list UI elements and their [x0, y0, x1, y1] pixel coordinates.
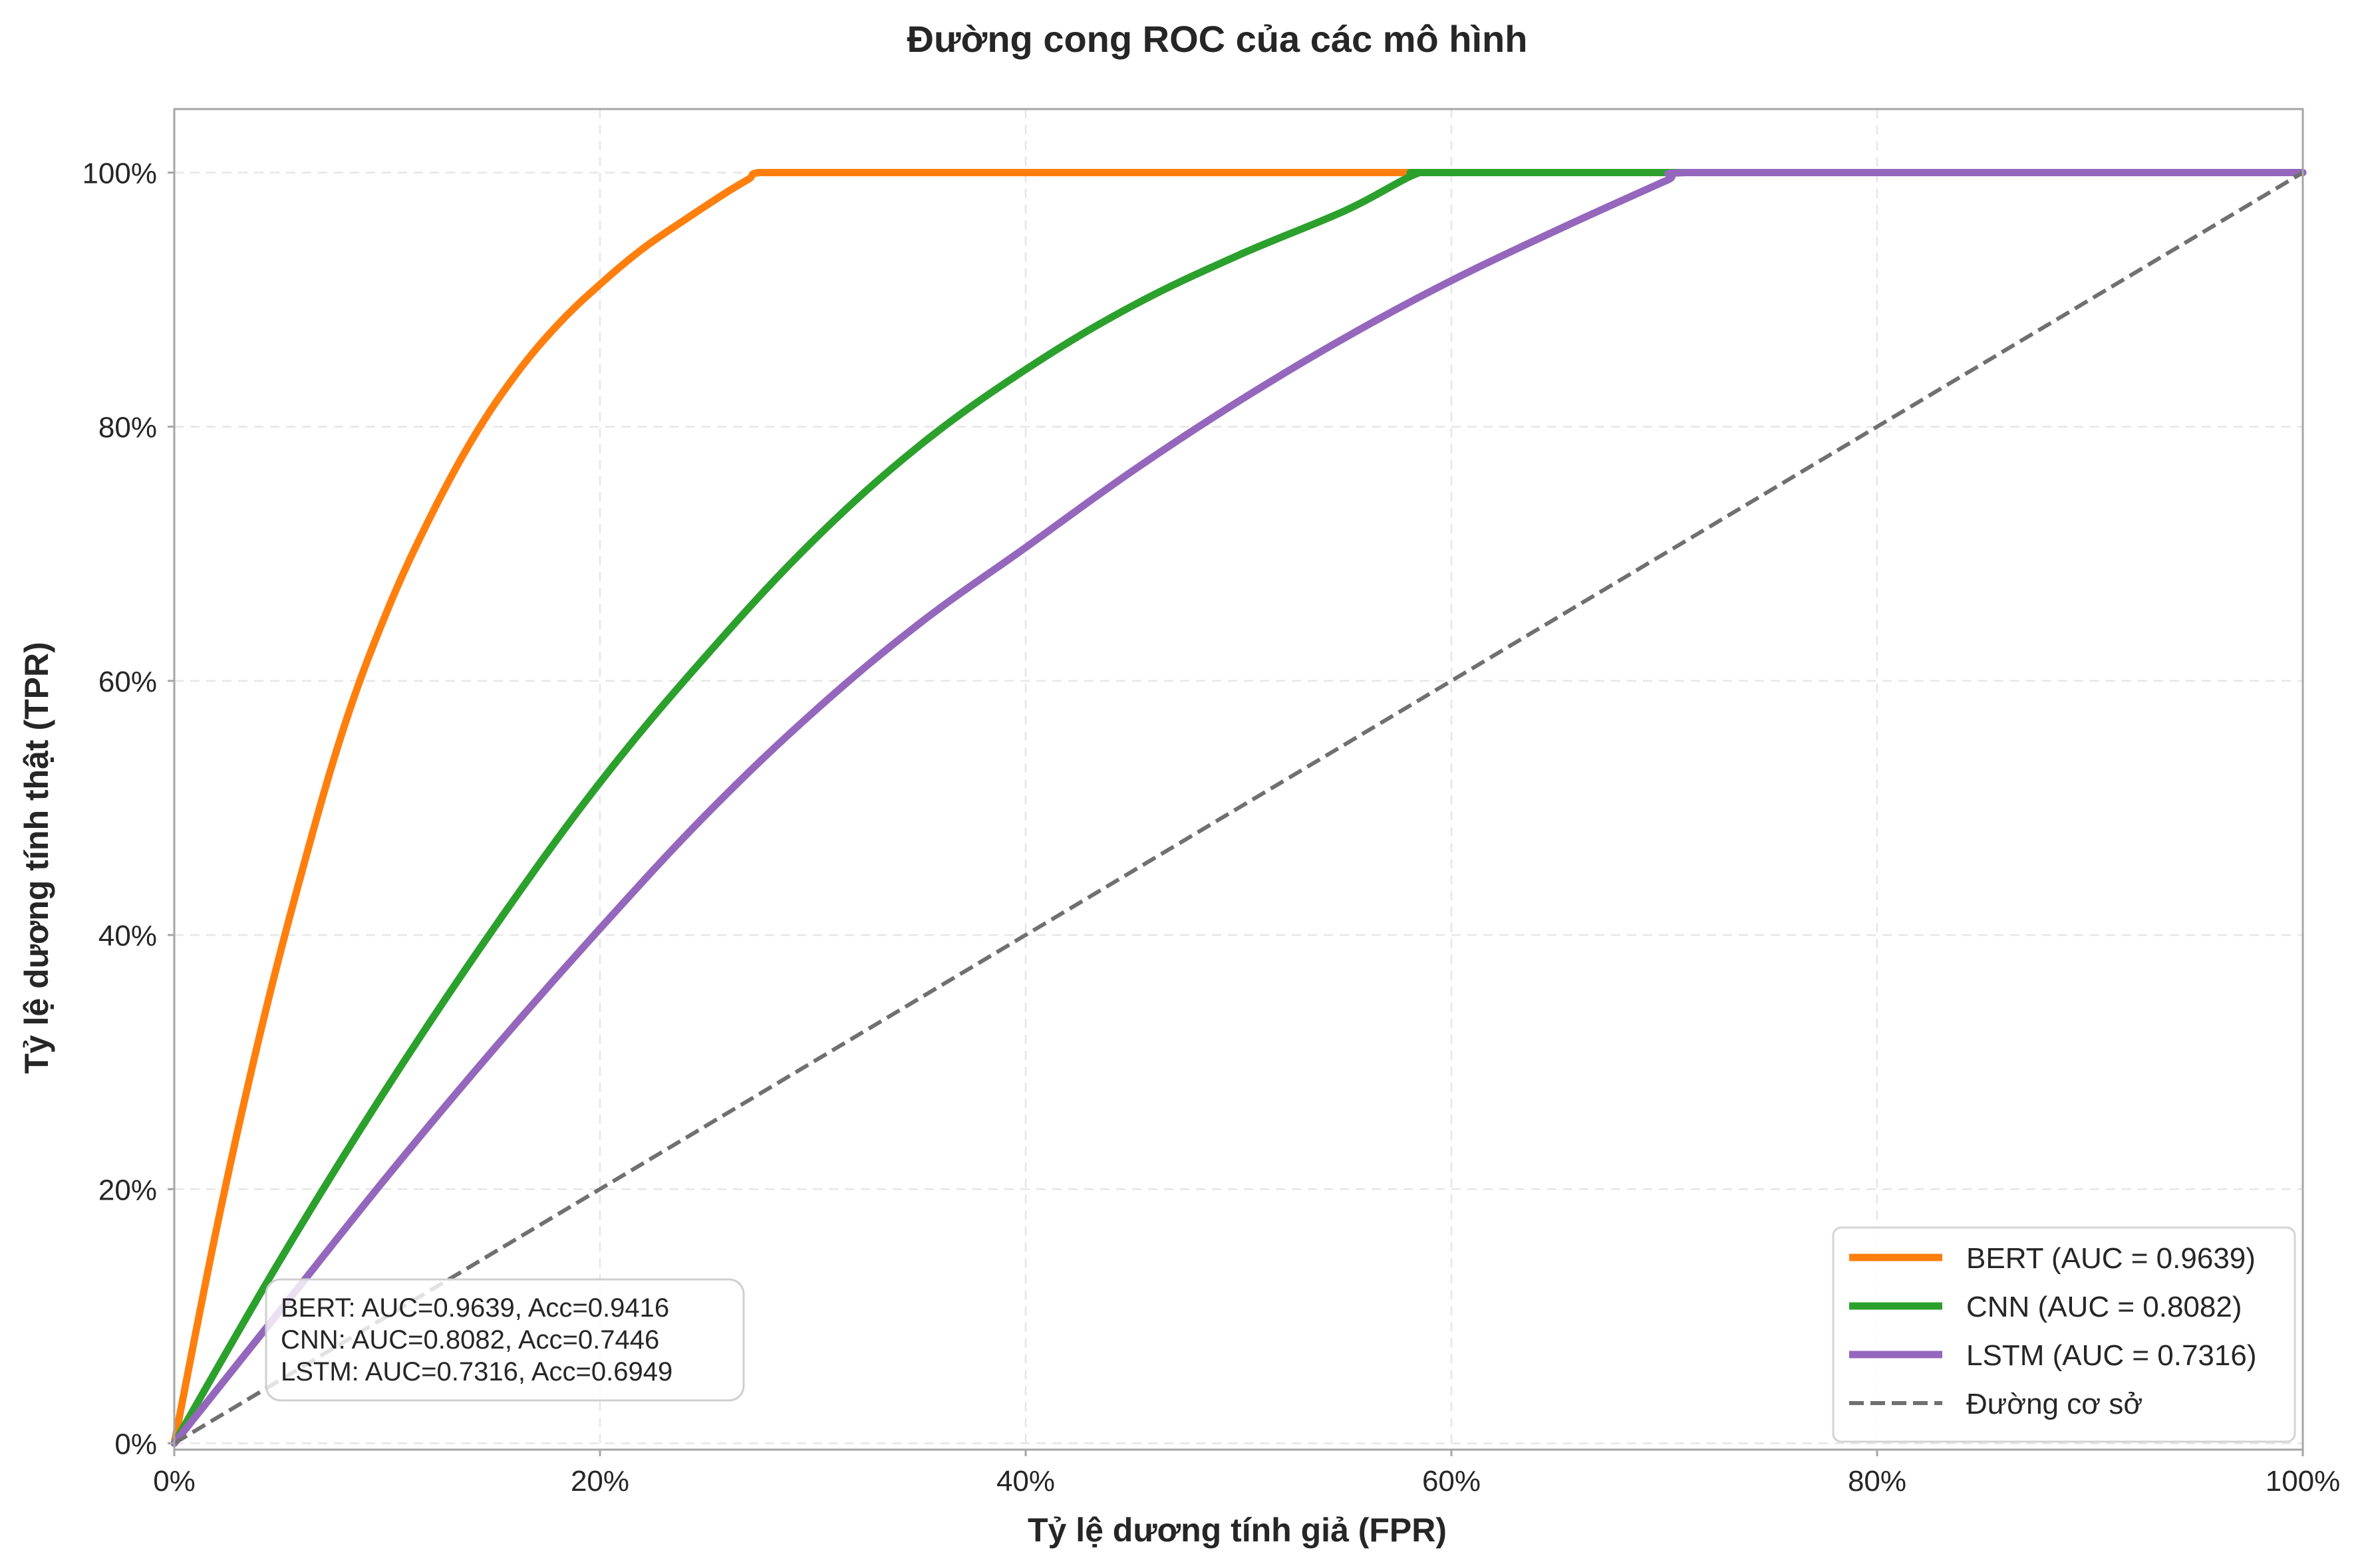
chart-title: Đường cong ROC của các mô hình [907, 18, 1528, 60]
legend: BERT (AUC = 0.9639) CNN (AUC = 0.8082) LST… [1832, 1226, 2296, 1443]
annotation-line: CNN: AUC=0.8082, Acc=0.7446 [281, 1325, 659, 1355]
legend-entry-label: Đường cơ sở [1966, 1388, 2142, 1420]
annotation-line: LSTM: AUC=0.7316, Acc=0.6949 [281, 1357, 672, 1386]
axis-ticks: 0% 20% 40% 60% 80% 100% 0% 20% 40% 60% 80% 100% [82, 158, 2340, 1498]
x-tick-label: 60% [1422, 1465, 1481, 1498]
legend-background [1832, 1226, 2296, 1443]
annotation-line: BERT: AUC=0.9639, Acc=0.9416 [281, 1293, 669, 1323]
series-line-baseline [173, 170, 2304, 1445]
legend-entry-label: CNN (AUC = 0.8082) [1966, 1291, 2242, 1323]
series-line-bert [170, 168, 2307, 1447]
x-tick-label: 20% [571, 1465, 629, 1498]
y-tick-label: 80% [98, 412, 157, 444]
y-tick-label: 60% [98, 666, 157, 698]
y-tick-label: 20% [98, 1174, 157, 1206]
series-line-cnn [170, 168, 2307, 1447]
x-tick-label: 80% [1848, 1465, 1906, 1498]
x-tick-label: 40% [996, 1465, 1055, 1498]
y-tick-label: 40% [98, 920, 157, 952]
y-tick-label: 0% [114, 1428, 157, 1460]
x-tick-label: 100% [2266, 1465, 2341, 1498]
annotation-background [265, 1278, 745, 1402]
y-axis-label: Tỷ lệ dương tính thật (TPR) [18, 642, 55, 1073]
y-tick-label: 100% [82, 158, 157, 190]
legend-entry-label: BERT (AUC = 0.9639) [1966, 1242, 2256, 1275]
plot-area-frame [173, 108, 2304, 1451]
legend-entry-label: LSTM (AUC = 0.7316) [1966, 1339, 2257, 1372]
series-line-lstm [170, 168, 2307, 1447]
series-layer [170, 168, 2307, 1447]
x-axis-label: Tỷ lệ dương tính giả (FPR) [1028, 1511, 1447, 1549]
x-tick-label: 0% [153, 1465, 196, 1498]
